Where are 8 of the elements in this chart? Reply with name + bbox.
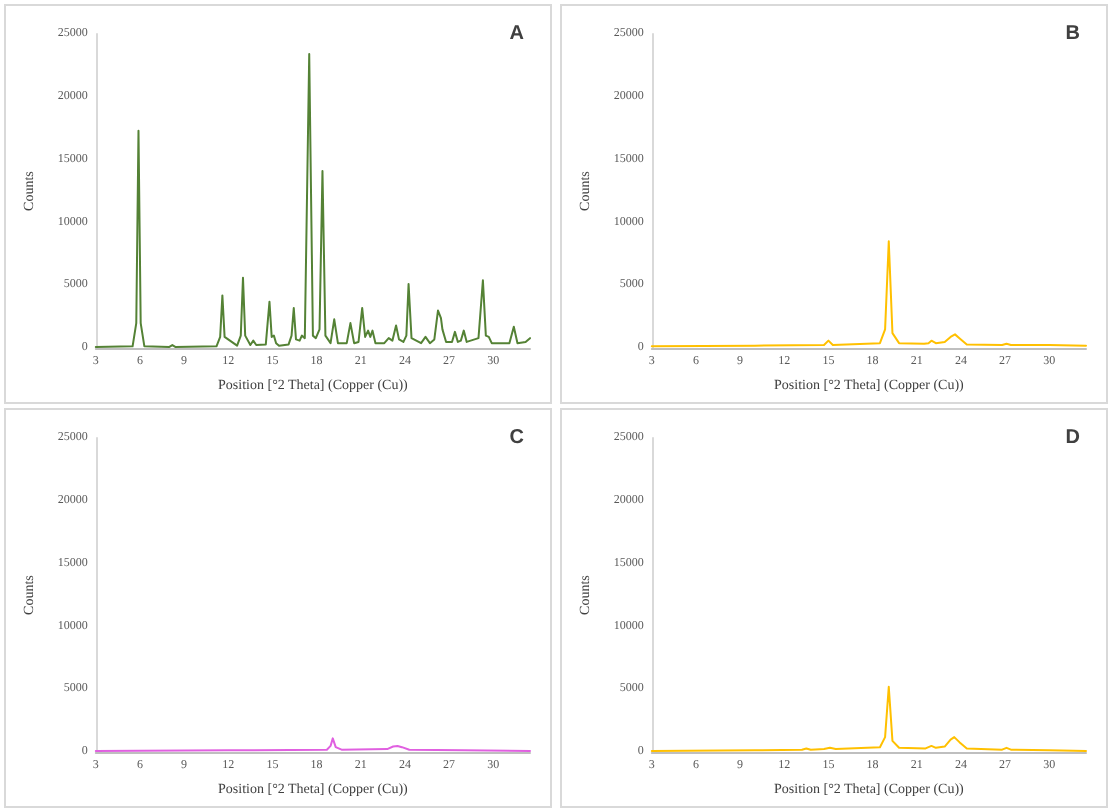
chart-title: C (509, 427, 525, 449)
line-series (650, 240, 1087, 348)
chart-title: B (1065, 23, 1081, 45)
chart-title: A (509, 23, 525, 45)
chart-title: D (1065, 427, 1081, 449)
line-series (650, 685, 1087, 752)
line-series (94, 737, 531, 752)
line-series (94, 53, 531, 348)
